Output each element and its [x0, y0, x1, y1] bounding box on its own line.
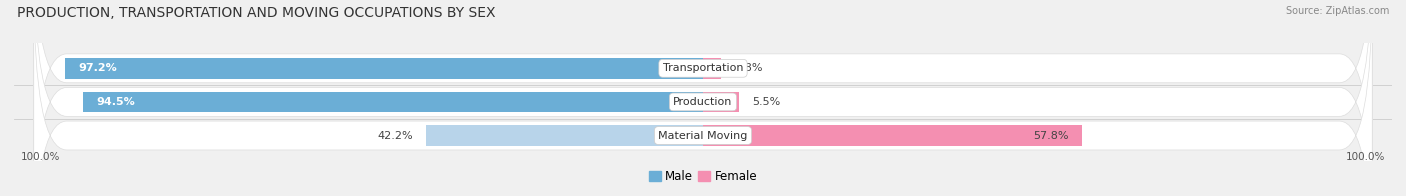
Text: 57.8%: 57.8%	[1033, 131, 1069, 141]
Bar	[703, 125, 1083, 146]
Bar	[426, 125, 703, 146]
Bar	[65, 58, 703, 79]
Bar	[703, 92, 740, 112]
Text: 100.0%: 100.0%	[21, 152, 60, 162]
Text: Production: Production	[673, 97, 733, 107]
FancyBboxPatch shape	[34, 0, 1372, 196]
Text: 100.0%: 100.0%	[1346, 152, 1385, 162]
FancyBboxPatch shape	[34, 0, 1372, 196]
FancyBboxPatch shape	[34, 0, 1372, 196]
Text: Source: ZipAtlas.com: Source: ZipAtlas.com	[1285, 6, 1389, 16]
Text: 94.5%: 94.5%	[96, 97, 135, 107]
Text: Material Moving: Material Moving	[658, 131, 748, 141]
Text: 5.5%: 5.5%	[752, 97, 780, 107]
Bar	[703, 58, 721, 79]
Text: 97.2%: 97.2%	[79, 63, 117, 73]
Bar	[83, 92, 703, 112]
Text: 42.2%: 42.2%	[377, 131, 413, 141]
Text: PRODUCTION, TRANSPORTATION AND MOVING OCCUPATIONS BY SEX: PRODUCTION, TRANSPORTATION AND MOVING OC…	[17, 6, 495, 20]
Text: 2.8%: 2.8%	[734, 63, 763, 73]
Legend: Male, Female: Male, Female	[644, 165, 762, 188]
Text: Transportation: Transportation	[662, 63, 744, 73]
